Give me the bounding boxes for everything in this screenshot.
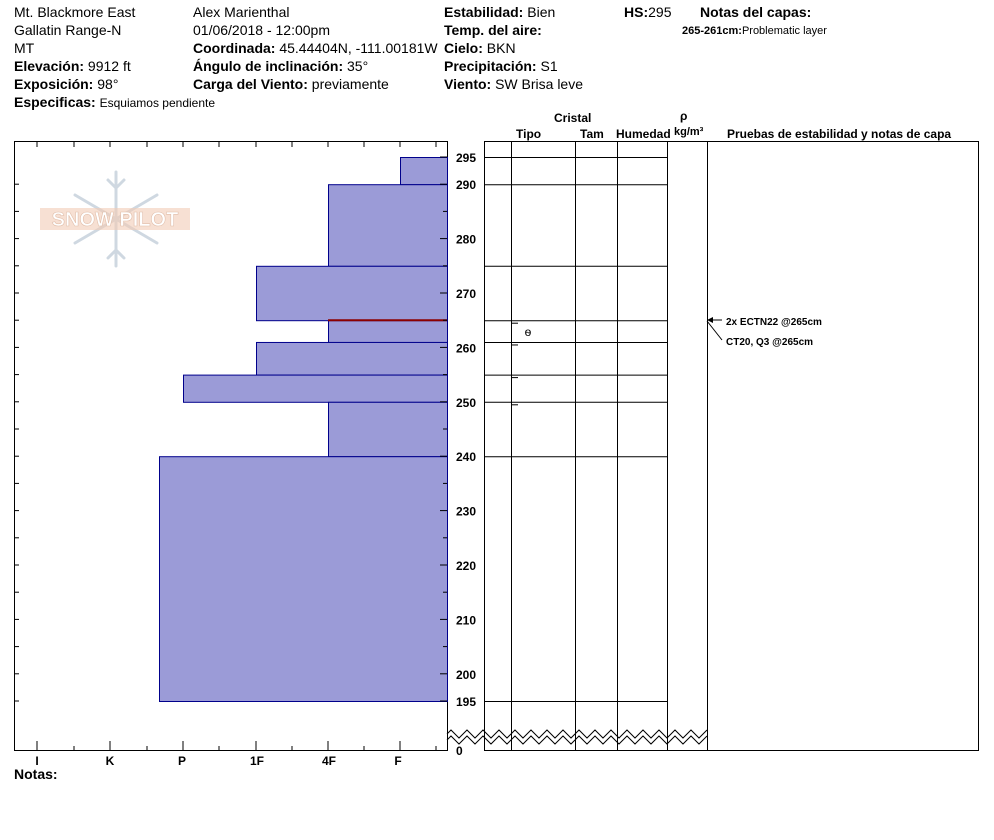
elevation-value: 9912 ft — [87, 58, 131, 74]
left-depth-ticks — [15, 183, 19, 702]
range-name: Gallatin Range-N — [14, 22, 122, 38]
hardness-axis: I K P 1F 4F F — [35, 142, 437, 768]
exposure-field: Exposición: 98° — [14, 76, 118, 92]
stability-test-2: CT20, Q3 @265cm — [726, 337, 813, 348]
wind-loading-label: Carga del Viento: — [193, 76, 308, 92]
hs-label: HS: — [624, 4, 649, 20]
type-header: Tipo — [516, 127, 542, 141]
air-temp-label: Temp. del aire: — [444, 22, 542, 38]
precip-value: S1 — [540, 58, 558, 74]
stability-test-annotations: 2x ECTN22 @265cm CT20, Q3 @265cm — [706, 317, 822, 348]
wind-loading-field: Carga del Viento: previamente — [193, 76, 389, 92]
density-symbol: ρ — [680, 109, 688, 123]
coordinates-value: 45.44404N, -111.00181W — [279, 40, 438, 56]
snowpilot-logo: SNOW PILOT — [40, 170, 190, 268]
hardness-layer-bar — [328, 320, 448, 343]
depth-break-zigzag — [446, 729, 708, 739]
crystal-table — [446, 141, 708, 751]
hardness-label: 1F — [250, 754, 264, 768]
depth-label: 230 — [456, 505, 476, 519]
wind-label: Viento: — [444, 76, 492, 92]
slope-angle-field: Ángulo de inclinación: 35° — [193, 58, 368, 74]
hardness-layer-bar — [328, 401, 448, 458]
layer-note-text: Problematic layer — [741, 25, 827, 37]
wind-loading-value: previamente — [311, 76, 389, 92]
coordinates-label: Coordinada: — [193, 40, 276, 56]
depth-label: 295 — [456, 151, 476, 165]
hardness-bars — [159, 157, 448, 703]
crystal-form-symbol: ѳ — [525, 325, 532, 339]
sky-value: BKN — [486, 40, 516, 56]
precip-field: Precipitación: S1 — [444, 58, 558, 74]
notes-label: Notas: — [14, 766, 58, 782]
depth-axis-labels: 295 290 280 270 260 250 240 230 220 210 200 195 0 — [440, 151, 476, 758]
wind-field: Viento: SW Brisa leve — [444, 76, 583, 92]
depth-label: 290 — [456, 178, 476, 192]
specifics-field: Especificas: Esquiamos pendiente — [14, 94, 215, 111]
state-name: MT — [14, 40, 35, 56]
observation-datetime: 01/06/2018 - 12:00pm — [193, 22, 330, 38]
depth-label: 210 — [456, 613, 476, 627]
hardness-label: F — [394, 754, 401, 768]
depth-label: 280 — [456, 233, 476, 247]
size-header: Tam — [580, 127, 604, 141]
exposure-label: Exposición: — [14, 76, 94, 92]
depth-label: 200 — [456, 668, 476, 682]
depth-label: 270 — [456, 287, 476, 301]
stability-field: Estabilidad: Bien — [444, 4, 555, 20]
location-name: Mt. Blackmore East — [14, 4, 136, 20]
slope-angle-label: Ángulo de inclinación: — [193, 58, 344, 74]
depth-label: 240 — [456, 450, 476, 464]
stability-value: Bien — [527, 4, 556, 20]
layer-notes-label: Notas del capas: — [700, 4, 812, 20]
depth-label: 0 — [456, 744, 463, 758]
coordinates-field: Coordinada: 45.44404N, -111.00181W — [193, 40, 438, 56]
moisture-header: Humedad — [616, 127, 671, 141]
stability-tests-header: Pruebas de estabilidad y notas de capa — [727, 127, 952, 141]
sky-label: Cielo: — [444, 40, 483, 56]
specifics-value: Esquiamos pendiente — [99, 96, 216, 110]
hardness-layer-bar — [400, 157, 448, 186]
hardness-layer-bar — [256, 265, 448, 322]
density-unit: kg/m³ — [674, 126, 704, 138]
hardness-layer-bar — [256, 341, 448, 376]
hs-value: 295 — [648, 4, 672, 20]
air-temp-field: Temp. del aire: — [444, 22, 542, 38]
precip-label: Precipitación: — [444, 58, 537, 74]
layer-note-entry: 265-261cm:Problematic layer — [682, 23, 827, 39]
hs-field: HS:295 — [624, 4, 671, 20]
stability-tests-panel — [707, 141, 979, 751]
hardness-label: 4F — [322, 754, 336, 768]
sky-field: Cielo: BKN — [444, 40, 516, 56]
hardness-layer-bar — [328, 184, 448, 267]
layer-note-range: 265-261cm: — [682, 25, 742, 37]
depth-break-zigzag — [446, 735, 708, 745]
hardness-layer-bar — [183, 374, 448, 403]
slope-angle-value: 35° — [347, 58, 369, 74]
stability-test-1: 2x ECTN22 @265cm — [726, 317, 822, 328]
depth-label: 220 — [456, 559, 476, 573]
hardness-label: P — [178, 754, 186, 768]
exposure-value: 98° — [97, 76, 119, 92]
observer-name: Alex Marienthal — [193, 4, 290, 20]
wind-value: SW Brisa leve — [495, 76, 584, 92]
logo-text: SNOW PILOT — [52, 209, 179, 231]
elevation-field: Elevación: 9912 ft — [14, 58, 131, 74]
elevation-label: Elevación: — [14, 58, 85, 74]
hardness-label: I — [35, 754, 38, 768]
depth-label: 250 — [456, 396, 476, 410]
specifics-label: Especificas: — [14, 94, 96, 110]
depth-label: 195 — [456, 695, 476, 709]
hardness-layer-bar — [159, 456, 448, 703]
crystal-header: Cristal — [554, 111, 592, 125]
hardness-label: K — [106, 754, 115, 768]
stability-label: Estabilidad: — [444, 4, 524, 20]
depth-label: 260 — [456, 341, 476, 355]
